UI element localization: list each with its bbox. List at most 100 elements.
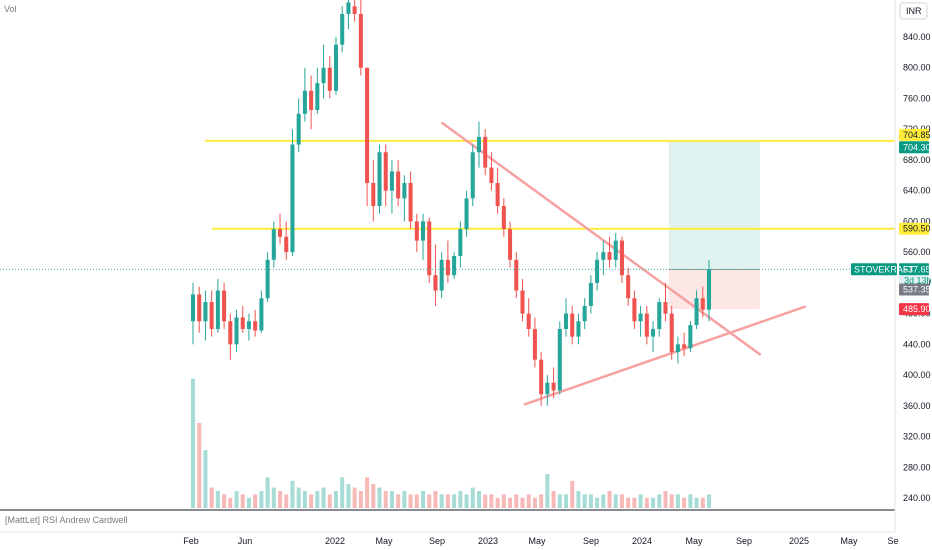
price-tag-value: 537.65 — [903, 264, 931, 274]
volume-bar — [632, 497, 637, 508]
volume-bar — [663, 491, 668, 508]
volume-bar — [246, 497, 251, 508]
volume-bar — [302, 491, 307, 508]
volume-bar — [582, 494, 587, 508]
candle-body — [688, 325, 693, 349]
candle-body — [296, 113, 301, 145]
candle-body — [483, 136, 488, 168]
candle-body — [284, 236, 289, 253]
price-tag-target: 704.30 — [899, 141, 931, 154]
candle-body — [383, 152, 388, 191]
volume-bar — [265, 477, 270, 508]
volume-bar — [346, 484, 351, 508]
volume-bar — [489, 494, 494, 508]
time-tick-label: Sep — [583, 536, 599, 546]
candle-body — [619, 240, 624, 276]
volume-bar — [508, 497, 513, 508]
candle-body — [371, 182, 376, 207]
price-tick-label: 400.00 — [903, 370, 931, 380]
volume-bar — [228, 497, 233, 508]
candle-body — [408, 182, 413, 222]
volume-bar — [694, 497, 699, 508]
candle-body — [464, 198, 469, 230]
candle-body — [421, 221, 426, 241]
candle-body — [607, 252, 612, 260]
volume-bar — [545, 474, 550, 508]
price-tag-value: 485.90 — [903, 304, 931, 314]
horizontal-levels[interactable] — [205, 139, 895, 230]
long-position-tool[interactable] — [668, 141, 760, 310]
volume-bar — [651, 497, 656, 508]
candle-body — [321, 67, 326, 84]
candle-body — [644, 313, 649, 337]
candle-body — [315, 83, 320, 110]
price-tick-label: 280.00 — [903, 462, 931, 472]
volume-bar — [501, 494, 506, 508]
trendline[interactable] — [523, 305, 807, 406]
time-axis[interactable]: Feb Jun 2022 May Sep 2023 May Sep 2024 May Sep 2025… — [183, 536, 898, 546]
candle-body — [632, 298, 637, 322]
indicator-label[interactable]: [MattLet] RSI Andrew Cardwell — [5, 515, 128, 525]
volume-bar — [557, 494, 562, 508]
trendlines[interactable] — [441, 121, 807, 406]
candle-body — [246, 321, 251, 329]
volume-bar — [675, 494, 680, 508]
volume-bar — [340, 477, 345, 508]
candle-body — [613, 240, 618, 260]
candle-body — [532, 328, 537, 360]
candle-body — [278, 229, 283, 237]
volume-bar — [389, 491, 394, 508]
time-tick-label: May — [840, 536, 858, 546]
candle-body — [439, 259, 444, 291]
candle-body — [570, 313, 575, 337]
trendline[interactable] — [441, 121, 762, 356]
time-tick-label: 2025 — [789, 536, 809, 546]
volume-bar — [439, 494, 444, 508]
loss-zone[interactable] — [668, 269, 760, 310]
countdown-tag: 3d 13h — [899, 275, 932, 286]
volume-bar — [203, 450, 208, 508]
profit-zone[interactable] — [668, 141, 760, 270]
candle-body — [563, 313, 569, 329]
candle-body — [458, 229, 463, 256]
candle-body — [215, 290, 220, 329]
volume-bar — [520, 497, 525, 508]
volume-bar — [352, 487, 357, 508]
candle-body — [476, 136, 481, 153]
candle-body — [427, 221, 432, 276]
time-tick-label: Sep — [429, 536, 445, 546]
price-tick-label: 320.00 — [903, 432, 931, 442]
candle-body — [669, 313, 674, 353]
price-tag-stop: 485.90 — [899, 303, 931, 316]
volume-bar — [433, 491, 438, 508]
volume-bar — [209, 487, 214, 508]
time-tick-label: May — [685, 536, 703, 546]
candle-body — [377, 152, 382, 207]
price-tag-value: 537.35 — [903, 285, 931, 295]
volume-bar — [551, 491, 556, 508]
candle-body — [259, 298, 264, 331]
volume-bar — [470, 487, 475, 508]
volume-bar — [253, 494, 258, 508]
symbol-tag-name: STOVEKRAFT — [854, 264, 914, 274]
price-tag-level: 704.85 — [899, 128, 931, 141]
volume-bar — [408, 494, 413, 508]
time-tick-label: Jun — [238, 536, 253, 546]
candle-body — [253, 321, 258, 331]
volume-bar — [644, 497, 649, 508]
candle-body — [346, 2, 351, 14]
volume-bar — [315, 491, 320, 508]
candle-body — [595, 259, 600, 283]
candle-body — [222, 290, 227, 322]
volume-bar — [638, 494, 643, 508]
currency-button[interactable] — [899, 2, 928, 20]
candle-body — [675, 344, 680, 353]
candles — [190, 0, 712, 406]
candle-body — [514, 259, 519, 291]
volume-bar — [688, 494, 693, 508]
volume-bar — [476, 491, 481, 508]
candle-body — [489, 167, 494, 183]
candle-body — [657, 302, 662, 329]
